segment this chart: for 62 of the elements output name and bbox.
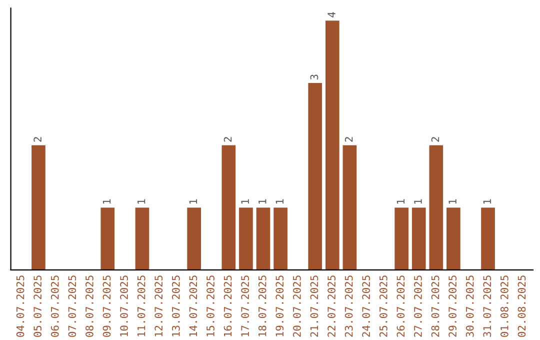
- data-label: 1: [483, 199, 491, 204]
- x-tick-label: 31.07.2025: [483, 276, 492, 337]
- data-label: 2: [431, 137, 440, 142]
- x-tick-label: 28.07.2025: [431, 276, 440, 337]
- data-label: 1: [138, 199, 146, 204]
- x-tick-label: 05.07.2025: [34, 276, 42, 337]
- x-tick-label: 15.07.2025: [206, 276, 214, 336]
- data-label: 2: [34, 137, 42, 142]
- data-label: 4: [328, 12, 336, 18]
- x-tick-label: 18.07.2025: [258, 276, 266, 336]
- data-label: 1: [276, 199, 284, 204]
- bar: [325, 20, 340, 270]
- x-tick-label: 23.07.2025: [344, 276, 353, 337]
- x-tick-label: 10.07.2025: [120, 276, 128, 336]
- x-tick-label: 14.07.2025: [189, 276, 198, 336]
- x-tick-label: 27.07.2025: [414, 276, 422, 337]
- bar: [32, 145, 46, 270]
- x-tick-label: 25.07.2025: [379, 276, 388, 337]
- bar: [256, 208, 270, 270]
- x-tick-label: 04.07.2025: [16, 276, 24, 337]
- data-label: 1: [414, 199, 422, 204]
- data-label: 1: [241, 199, 249, 204]
- data-label: 1: [258, 199, 266, 204]
- x-tick-label: 29.07.2025: [448, 276, 456, 337]
- x-tick-label: 19.07.2025: [276, 276, 284, 336]
- bar: [342, 145, 357, 270]
- bar: [187, 208, 201, 270]
- x-tick-label: 16.07.2025: [224, 276, 232, 336]
- x-tick-label: 11.07.2025: [137, 276, 146, 336]
- x-tick-label: 22.07.2025: [328, 276, 336, 337]
- x-tick-label: 08.07.2025: [86, 276, 94, 337]
- data-label: 1: [396, 199, 404, 204]
- x-tick-label: 02.08.2025: [518, 276, 526, 337]
- x-tick-label: 30.07.2025: [466, 276, 474, 337]
- data-label: 1: [189, 199, 197, 204]
- bar: [308, 82, 322, 270]
- data-label: 1: [102, 199, 111, 204]
- data-label: 1: [448, 199, 456, 204]
- bar: [100, 208, 115, 270]
- x-tick-label: 21.07.2025: [310, 276, 318, 337]
- x-tick-label: 01.08.2025: [500, 276, 508, 337]
- bar: [274, 208, 288, 270]
- data-label: 2: [224, 137, 232, 142]
- data-label: 2: [344, 137, 353, 142]
- x-tick-label: 24.07.2025: [362, 276, 370, 337]
- bar: [239, 208, 253, 270]
- x-tick-label: 12.07.2025: [154, 276, 163, 336]
- bar: [394, 208, 408, 270]
- bar: [481, 208, 495, 270]
- bar: [222, 145, 236, 270]
- bar: [412, 208, 426, 270]
- x-tick-label: 06.07.2025: [50, 276, 59, 337]
- x-tick-label: 13.07.2025: [172, 276, 180, 336]
- x-tick-label: 07.07.2025: [68, 276, 76, 337]
- x-tick-label: 09.07.2025: [102, 276, 111, 337]
- x-tick-label: 20.07.2025: [292, 276, 301, 337]
- x-tick-label: 17.07.2025: [241, 276, 250, 336]
- x-tick-label: 26.07.2025: [396, 276, 405, 337]
- bar: [135, 208, 150, 270]
- data-label: 3: [310, 74, 318, 80]
- bar: [446, 208, 460, 270]
- bar: [429, 145, 444, 270]
